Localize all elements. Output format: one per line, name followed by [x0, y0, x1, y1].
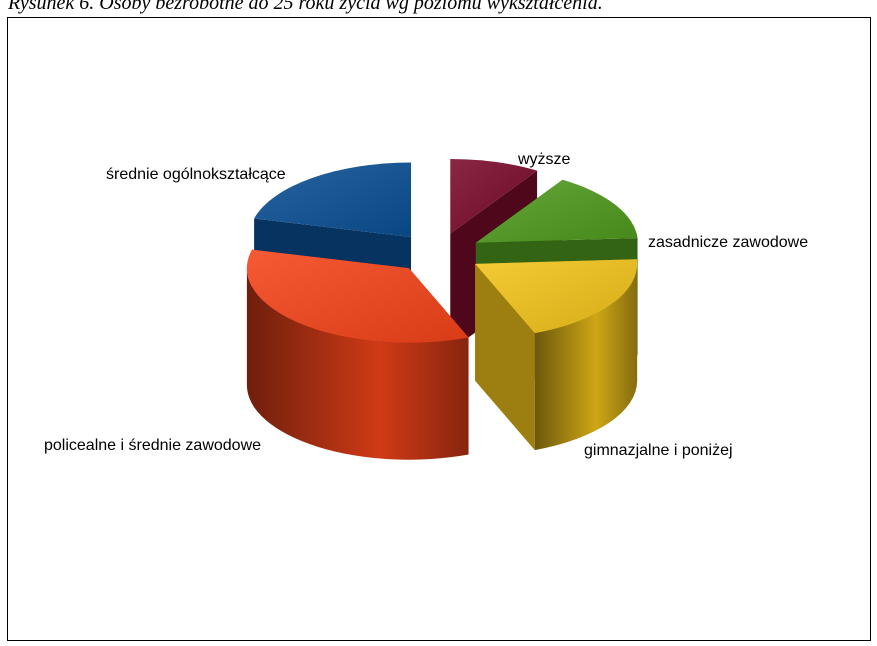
chart-frame: wyższe zasadnicze zawodowe gimnazjalne i p… — [7, 17, 871, 641]
figure-caption: Rysunek 6. Osoby bezrobotne do 25 roku ż… — [8, 0, 603, 14]
pie-chart: wyższe zasadnicze zawodowe gimnazjalne i p… — [44, 151, 808, 460]
slice-label-zasadnicze-zawodowe: zasadnicze zawodowe — [648, 234, 808, 251]
slice-label-wyższe: wyższe — [517, 151, 571, 168]
pie-slice-gimnazjalne-i-poniżej — [475, 259, 638, 451]
slice-label-gimnazjalne-i-poniżej: gimnazjalne i poniżej — [584, 442, 733, 459]
slice-label-średnie-ogólnokształcące: średnie ogólnokształcące — [106, 166, 286, 183]
pie-slice-policealne-i-średnie-zawodowe — [246, 249, 469, 460]
slice-label-policealne-i-średnie-zawodowe: policealne i średnie zawodowe — [44, 437, 261, 454]
